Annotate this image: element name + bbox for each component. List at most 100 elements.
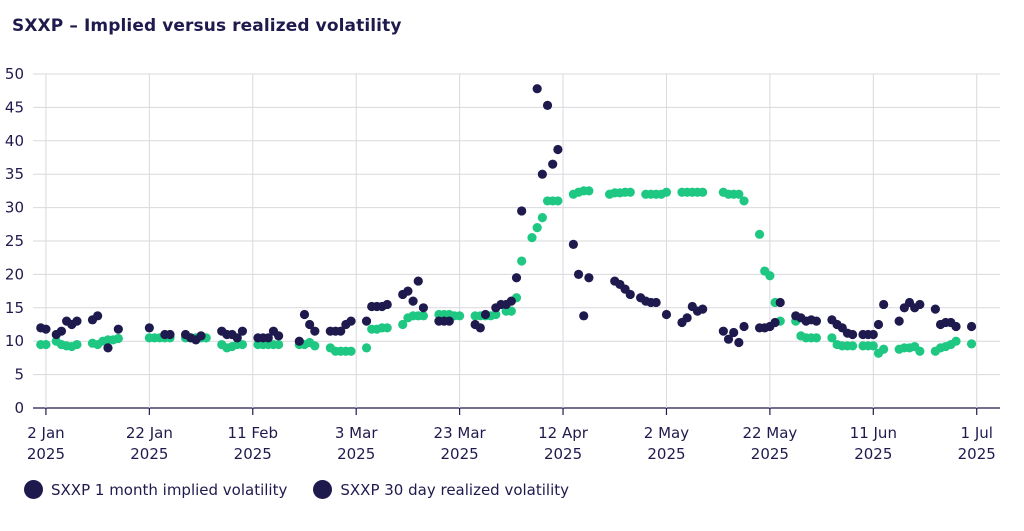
x-tick-label: 22 Jan <box>126 424 173 442</box>
implied-vol-point <box>739 321 749 332</box>
implied-vol-point <box>930 304 940 314</box>
implied-vol-point <box>56 326 67 336</box>
implied-vol-point <box>506 296 516 306</box>
implied-vol-point <box>698 304 708 314</box>
y-tick-label: 15 <box>5 299 24 317</box>
x-tick-label: 11 Feb <box>228 424 278 442</box>
realized-vol-point <box>754 229 765 239</box>
implied-vol-point <box>274 331 284 341</box>
legend-item-realized: SXXP 30 day realized volatility <box>313 480 569 499</box>
implied-vol-point <box>868 329 878 340</box>
realized-vol-point <box>848 341 858 351</box>
realized-vol-point <box>418 311 429 321</box>
implied-vol-point <box>723 334 734 344</box>
implied-vol-point <box>196 331 206 341</box>
implied-vol-point <box>579 311 589 321</box>
implied-vol-point <box>734 337 744 348</box>
implied-vol-point <box>811 316 822 326</box>
implied-vol-point <box>263 333 273 343</box>
realized-vol-point <box>584 186 594 196</box>
realized-vol-point <box>661 187 672 197</box>
x-tick-year: 2025 <box>337 445 375 463</box>
legend: SXXP 1 month implied volatility SXXP 30 … <box>24 480 595 499</box>
realized-vol-point <box>915 346 925 356</box>
realized-vol-point <box>698 187 708 197</box>
x-tick-label: 3 Mar <box>335 424 378 442</box>
realized-vol-point <box>966 339 977 349</box>
implied-vol-point <box>144 323 154 333</box>
implied-vol-point <box>915 299 925 310</box>
x-tick-year: 2025 <box>441 445 479 463</box>
x-tick-year: 2025 <box>544 445 582 463</box>
realized-vol-point <box>398 319 408 330</box>
implied-vol-point <box>72 316 82 326</box>
implied-vol-point <box>475 323 485 333</box>
implied-vol-point <box>103 343 113 353</box>
y-tick-label: 25 <box>5 232 24 250</box>
realized-vol-point <box>537 213 547 223</box>
realized-vol-point <box>517 256 527 266</box>
implied-vol-point <box>93 311 103 321</box>
implied-vol-point <box>336 326 346 336</box>
realized-vol-point <box>274 339 284 350</box>
realized-vol-point <box>553 196 563 206</box>
realized-vol-point <box>310 341 320 351</box>
x-tick-year: 2025 <box>27 445 65 463</box>
implied-vol-point <box>848 329 858 340</box>
implied-vol-point <box>511 273 522 283</box>
implied-vol-point <box>718 326 728 336</box>
x-tick-year: 2025 <box>647 445 685 463</box>
implied-vol-point <box>413 276 423 286</box>
legend-swatch-realized <box>313 480 333 499</box>
implied-vol-point <box>879 299 889 310</box>
realized-vol-point <box>827 333 837 343</box>
realized-vol-point <box>739 196 749 206</box>
implied-vol-point <box>873 319 884 330</box>
implied-vol-point <box>770 317 780 328</box>
implied-vol-point <box>41 324 51 334</box>
implied-vol-point <box>568 239 578 249</box>
x-tick-year: 2025 <box>130 445 168 463</box>
y-tick-label: 40 <box>5 132 24 150</box>
y-tick-label: 5 <box>14 366 24 384</box>
x-tick-year: 2025 <box>854 445 892 463</box>
y-tick-label: 50 <box>5 65 24 83</box>
y-tick-label: 35 <box>5 165 24 183</box>
implied-vol-point <box>517 206 527 216</box>
implied-vol-point <box>729 327 739 338</box>
implied-vol-point <box>444 316 454 326</box>
y-tick-label: 10 <box>5 332 24 350</box>
realized-vol-point <box>346 346 356 356</box>
implied-vol-point <box>682 313 692 323</box>
y-tick-label: 20 <box>5 265 24 283</box>
implied-vol-point <box>573 269 584 279</box>
y-tick-label: 45 <box>5 98 24 116</box>
y-tick-label: 30 <box>5 199 24 217</box>
implied-vol-point <box>553 144 563 155</box>
realized-vol-point <box>951 336 961 346</box>
series-layer <box>36 84 977 358</box>
implied-vol-point <box>346 316 356 326</box>
implied-vol-point <box>165 329 175 340</box>
grid-layer <box>33 73 1000 409</box>
implied-vol-point <box>310 326 320 336</box>
x-tick-year: 2025 <box>958 445 996 463</box>
implied-vol-point <box>232 333 242 343</box>
implied-vol-point <box>480 309 491 320</box>
legend-label-implied: SXXP 1 month implied volatility <box>51 480 288 499</box>
realized-vol-point <box>506 306 516 316</box>
implied-vol-point <box>548 159 558 169</box>
realized-vol-point <box>879 344 889 354</box>
implied-vol-point <box>382 299 392 310</box>
implied-vol-point <box>294 336 304 346</box>
x-tick-label: 22 May <box>742 424 797 442</box>
implied-vol-point <box>361 316 372 326</box>
y-tick-label: 0 <box>14 399 24 417</box>
implied-vol-point <box>894 316 904 326</box>
x-tick-label: 2 Jan <box>27 424 64 442</box>
implied-vol-point <box>537 169 547 179</box>
implied-vol-point <box>951 321 961 332</box>
realized-vol-point <box>532 223 542 233</box>
realized-vol-point <box>625 187 635 197</box>
